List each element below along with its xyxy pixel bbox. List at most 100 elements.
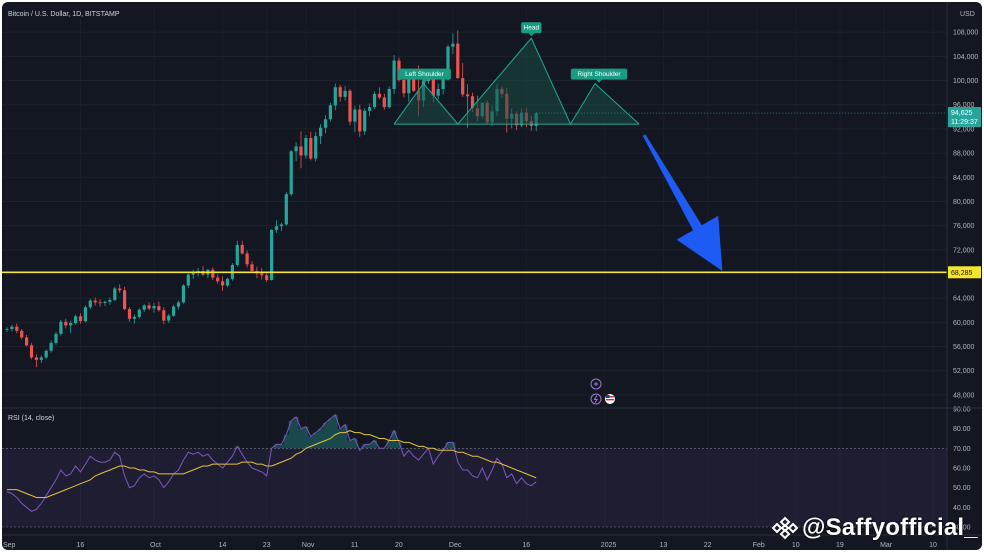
candle-body xyxy=(191,272,195,275)
time-tick-label: 10 xyxy=(929,542,937,549)
support-tag-text: 68,285 xyxy=(951,270,973,277)
head-label: Head xyxy=(521,22,542,37)
candle xyxy=(343,85,347,101)
candle xyxy=(191,269,195,279)
candle xyxy=(323,115,328,134)
candle xyxy=(10,324,14,332)
candle-body xyxy=(167,315,171,321)
rsi-pane: 90.00 80.00 70.00 60.00 50.00 40.00 30.00 xyxy=(2,407,971,532)
candle xyxy=(78,313,83,324)
time-tick-label: 11 xyxy=(351,542,358,549)
candle-body xyxy=(78,316,83,322)
candle xyxy=(392,55,396,94)
candle-body xyxy=(25,337,29,346)
time-tick-label: Oct xyxy=(150,542,161,549)
candle xyxy=(64,318,68,329)
right-shoulder-label-text: Right Shoulder xyxy=(578,71,622,78)
candle-body xyxy=(377,93,381,98)
candle xyxy=(39,355,43,363)
candle-body xyxy=(235,244,239,265)
rsi-title: RSI (14, close) xyxy=(8,415,54,422)
price-tick-label: 60,000 xyxy=(953,320,975,327)
candle-body xyxy=(142,305,146,310)
event-icon-glyph xyxy=(594,382,598,386)
candle xyxy=(289,150,293,197)
time-tick-label: Nov xyxy=(302,542,315,549)
candle-body xyxy=(103,301,107,304)
candle xyxy=(186,272,190,288)
support-tag-bg xyxy=(948,266,981,279)
candle-body xyxy=(274,226,279,230)
rsi-tick-label: 90.00 xyxy=(953,407,971,414)
flag-stripe xyxy=(606,399,614,401)
candle-body xyxy=(34,357,38,360)
candle-body xyxy=(172,306,176,316)
time-tick-label: Sep xyxy=(3,542,16,549)
left-shoulder-label-bg xyxy=(398,68,451,80)
candle xyxy=(118,284,122,293)
price-tick-label: 48,000 xyxy=(953,392,975,399)
head-and-shoulders-pattern xyxy=(393,37,640,126)
right-shoulder-label-pointer xyxy=(596,79,602,83)
candle xyxy=(108,297,112,305)
candle xyxy=(407,77,411,102)
bolt-icon xyxy=(593,395,598,403)
candle-body xyxy=(5,329,9,330)
candle xyxy=(29,342,34,360)
candle-body xyxy=(181,285,185,303)
candle xyxy=(284,192,288,226)
watermark: @Saffyofficial_ xyxy=(772,514,978,542)
last-price-tag: 94,625 11:29:37 xyxy=(536,107,981,128)
candle xyxy=(69,320,73,334)
candle-body xyxy=(20,330,24,338)
candle-body xyxy=(402,79,406,94)
candle-body xyxy=(15,326,19,331)
candle xyxy=(181,284,185,304)
candle-body xyxy=(88,300,92,308)
candle-body xyxy=(118,288,122,291)
candle xyxy=(25,335,29,347)
candle xyxy=(333,83,337,111)
time-tick-label: 10 xyxy=(792,542,800,549)
candle xyxy=(221,276,225,291)
candle xyxy=(240,240,244,255)
time-tick-label: 13 xyxy=(660,542,668,549)
candle xyxy=(358,104,362,137)
candle xyxy=(328,102,332,122)
candle-body xyxy=(289,151,293,195)
candle-body xyxy=(221,281,225,286)
price-tick-label: 96,000 xyxy=(953,102,975,109)
price-tick-label: 64,000 xyxy=(953,296,975,303)
pattern-outline xyxy=(393,37,640,126)
time-tick-label: 2025 xyxy=(601,542,617,549)
labels: Left Shoulder Head Right Shoulder xyxy=(398,22,628,83)
rsi-tick-label: 50.00 xyxy=(953,485,971,492)
candle-body xyxy=(10,326,14,330)
time-tick-label: 20 xyxy=(395,542,403,549)
candle xyxy=(103,300,107,307)
head-label-pointer xyxy=(528,33,535,37)
candle-body xyxy=(412,79,416,91)
candle xyxy=(294,142,298,161)
candle-body xyxy=(372,93,377,108)
candle xyxy=(279,222,283,232)
candle xyxy=(299,131,303,169)
candle-body xyxy=(74,316,78,323)
price-tick-label: 104,000 xyxy=(953,54,978,61)
price-tick-label: 76,000 xyxy=(953,223,975,230)
candle-body xyxy=(441,79,445,90)
candle xyxy=(88,298,92,310)
candle xyxy=(176,300,181,310)
candle xyxy=(451,33,455,54)
candle-body xyxy=(343,90,347,97)
currency-label: USD xyxy=(960,11,975,18)
candle xyxy=(123,286,127,311)
candle-body xyxy=(304,137,308,156)
candle-body xyxy=(59,321,63,334)
candle xyxy=(98,299,102,307)
candle-body xyxy=(456,43,460,79)
candle-body xyxy=(279,224,283,227)
candle xyxy=(314,131,318,162)
candle xyxy=(157,301,161,312)
